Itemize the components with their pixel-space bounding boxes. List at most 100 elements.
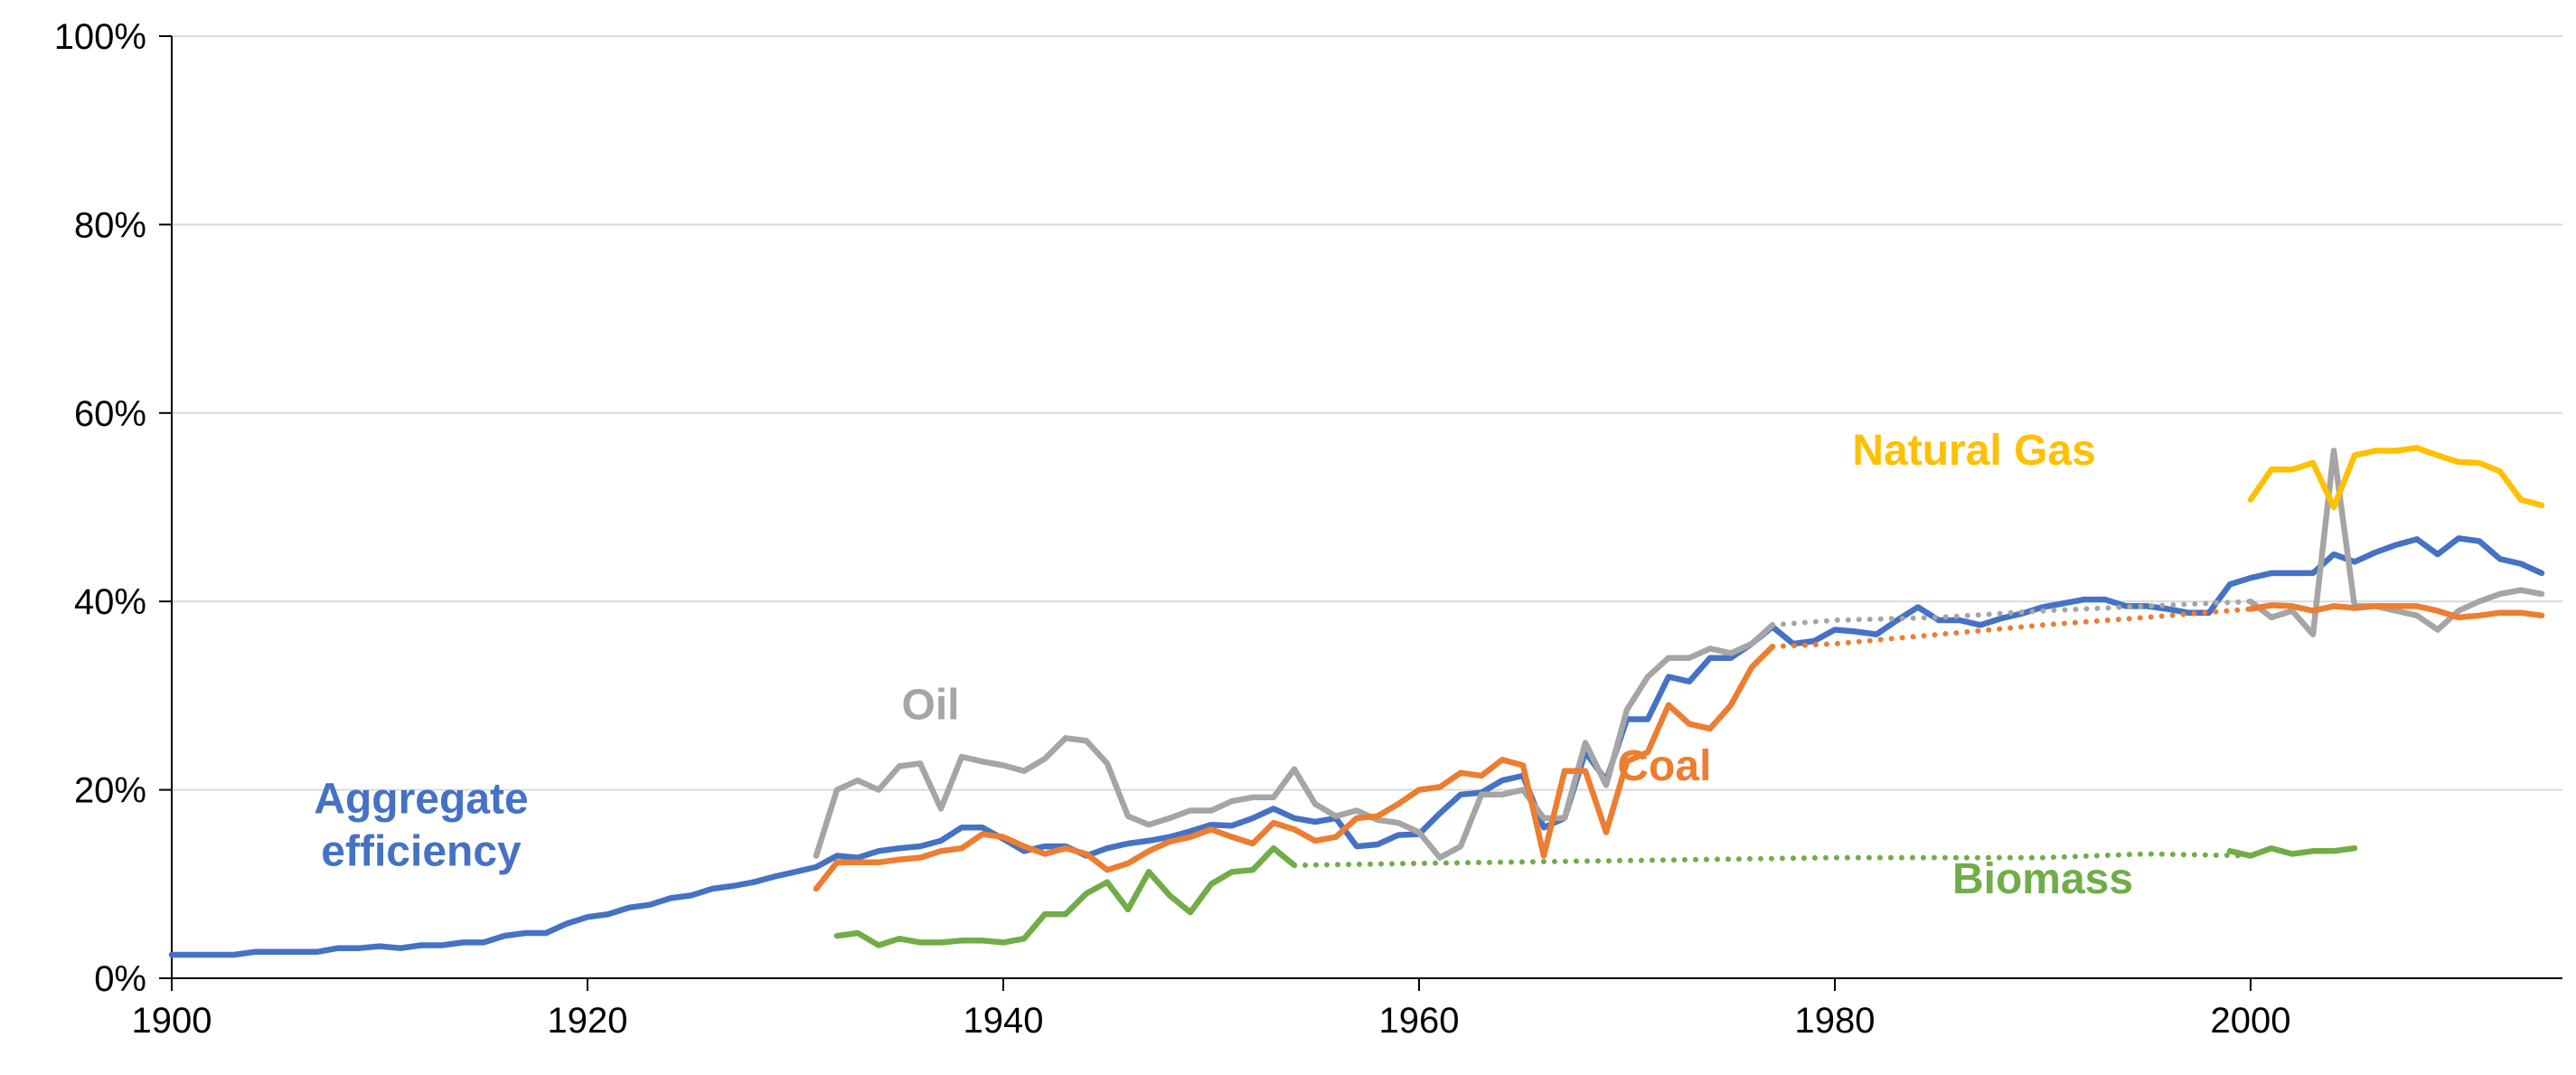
data-point (917, 844, 923, 849)
data-point (1188, 910, 1193, 915)
data-point (668, 895, 673, 901)
data-point (315, 949, 320, 955)
data-point (959, 825, 964, 830)
data-point (1666, 655, 1671, 661)
data-point (2539, 613, 2544, 618)
data-point (1479, 792, 1484, 797)
data-point (169, 952, 174, 957)
data-point (2248, 497, 2253, 503)
data-point (1354, 816, 1359, 821)
data-point (2435, 552, 2440, 557)
data-point (1541, 825, 1547, 830)
data-point (1707, 726, 1713, 731)
data-point (564, 921, 569, 927)
data-point (897, 936, 902, 941)
data-point (1832, 855, 1838, 861)
data-point (2456, 615, 2461, 620)
data-point (917, 939, 923, 945)
data-point (751, 880, 757, 885)
data-point (2456, 608, 2461, 614)
data-point (460, 939, 465, 945)
data-point (2102, 597, 2108, 602)
data-point (2331, 848, 2336, 853)
x-tick-label: 1940 (964, 1001, 1044, 1041)
data-point (2165, 607, 2170, 612)
data-point (1603, 782, 1609, 787)
data-point (1562, 769, 1567, 774)
data-point (2144, 852, 2149, 857)
data-point (980, 832, 985, 837)
data-point (1271, 806, 1276, 811)
data-point (2373, 448, 2378, 454)
data-point (834, 933, 840, 938)
data-point (855, 860, 860, 865)
data-point (2269, 602, 2274, 608)
series-line-coal-estimated (1770, 606, 2253, 650)
data-point (2227, 581, 2233, 587)
data-point (626, 905, 632, 910)
data-point (2539, 503, 2544, 508)
data-point (1105, 845, 1110, 851)
series-aggregate-efficiency (168, 535, 2545, 958)
x-tick-label: 1960 (1379, 1001, 1460, 1041)
data-point (1354, 844, 1359, 849)
data-point (1562, 816, 1567, 821)
data-point (585, 914, 590, 919)
data-point (1603, 830, 1609, 835)
data-point (2414, 603, 2420, 608)
data-point (1645, 717, 1650, 722)
data-point (2414, 536, 2420, 542)
data-point (2289, 603, 2295, 608)
data-point (1333, 835, 1339, 840)
data-point (2040, 608, 2045, 614)
data-point (1666, 674, 1671, 680)
data-point (1146, 869, 1152, 874)
data-point (1728, 651, 1734, 656)
data-point (2331, 448, 2336, 454)
data-point (1042, 756, 1048, 761)
data-point (2331, 603, 2336, 608)
data-point (1832, 627, 1838, 633)
data-point (1541, 816, 1547, 821)
data-point (813, 864, 819, 870)
data-point (980, 938, 985, 943)
y-tick-label: 100% (54, 17, 146, 57)
data-point (2414, 445, 2420, 450)
data-point (294, 949, 299, 955)
data-point (1167, 816, 1172, 821)
data-point (2497, 591, 2503, 597)
data-point (1292, 826, 1297, 832)
data-point (1894, 618, 1900, 623)
data-point (335, 946, 341, 951)
data-point (1188, 808, 1193, 814)
data-point (1312, 801, 1318, 806)
data-point (1188, 835, 1193, 840)
data-point (1458, 770, 1463, 776)
data-point (938, 838, 944, 844)
data-point (1500, 757, 1505, 762)
data-point (2269, 845, 2274, 851)
data-point (1229, 798, 1235, 804)
data-point (917, 760, 923, 766)
series-coal (813, 643, 1776, 892)
data-point (834, 853, 840, 859)
data-point (2393, 603, 2399, 608)
data-point (772, 874, 777, 880)
data-point (1749, 641, 1754, 646)
data-point (2082, 597, 2087, 602)
data-point (1001, 763, 1006, 769)
data-point (377, 944, 382, 949)
data-point (2248, 599, 2253, 604)
data-point (211, 952, 216, 957)
data-point (813, 853, 819, 859)
data-point (1063, 845, 1068, 851)
data-point (522, 930, 528, 936)
data-point (1500, 792, 1505, 797)
data-point (1001, 939, 1006, 945)
data-point (1167, 839, 1172, 844)
data-point (2331, 504, 2336, 510)
data-point (980, 825, 985, 830)
data-point (1333, 814, 1339, 819)
data-point (2310, 608, 2316, 614)
data-point (1437, 785, 1443, 790)
